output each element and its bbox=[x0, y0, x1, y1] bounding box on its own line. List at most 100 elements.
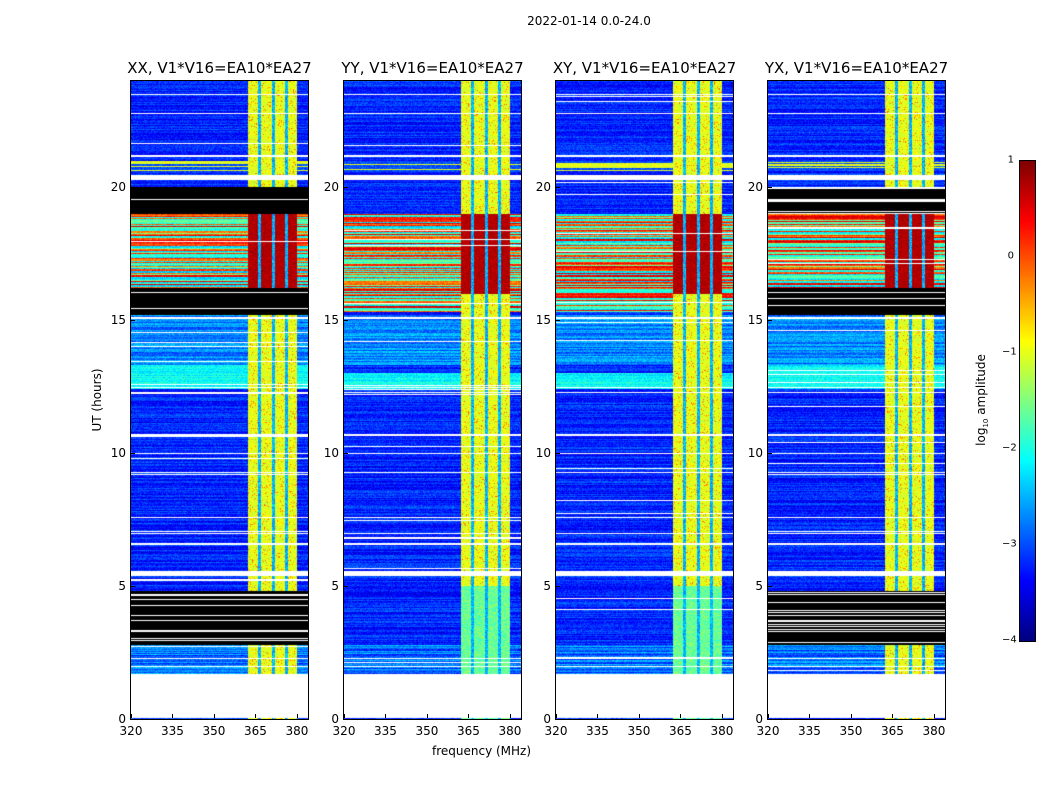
y-tick bbox=[131, 719, 135, 720]
y-tick bbox=[768, 320, 772, 322]
colorbar-tick-label: −3 bbox=[1002, 538, 1017, 550]
x-tick-label: 365 bbox=[881, 724, 904, 738]
x-tick bbox=[131, 714, 132, 718]
waterfall-heatmap bbox=[344, 81, 521, 719]
colorbar-tick-label: −2 bbox=[1002, 442, 1017, 454]
y-tick bbox=[131, 320, 135, 322]
x-tick bbox=[344, 714, 345, 718]
x-tick bbox=[892, 714, 894, 718]
x-tick-label: 320 bbox=[544, 724, 568, 738]
x-tick-label: 335 bbox=[161, 724, 184, 738]
x-tick bbox=[426, 714, 428, 718]
x-tick-label: 380 bbox=[285, 724, 309, 738]
y-tick bbox=[768, 719, 772, 720]
x-tick-label: 380 bbox=[498, 724, 522, 738]
waterfall-heatmap bbox=[768, 81, 945, 719]
y-tick-label: 20 bbox=[535, 180, 551, 195]
panel-title: YY, V1*V16=EA10*EA27 bbox=[341, 59, 524, 77]
y-tick bbox=[556, 719, 560, 720]
y-tick bbox=[768, 453, 772, 455]
y-tick bbox=[131, 453, 135, 455]
panel-0: XX, V1*V16=EA10*EA27 320 335 350 365 380 0 5 10 1… bbox=[111, 59, 312, 738]
x-tick-label: 335 bbox=[586, 724, 609, 738]
x-tick-label: 320 bbox=[332, 724, 356, 738]
y-tick bbox=[131, 187, 135, 189]
colorbar-tick-label: 1 bbox=[1007, 154, 1014, 166]
panel-title: XX, V1*V16=EA10*EA27 bbox=[127, 59, 312, 77]
y-tick-label: 15 bbox=[323, 313, 339, 328]
y-tick bbox=[556, 453, 560, 455]
panel-1: YY, V1*V16=EA10*EA27 320 335 350 365 380 0 5 10 1… bbox=[324, 59, 524, 738]
colorbar-label-log: log bbox=[973, 427, 988, 446]
y-tick bbox=[556, 320, 560, 322]
y-tick-label: 0 bbox=[331, 712, 339, 726]
colorbar-tick-label: −1 bbox=[1002, 346, 1017, 358]
figure-title: 2022-01-14 0.0-24.0 bbox=[527, 14, 651, 28]
y-tick bbox=[344, 187, 348, 189]
y-tick bbox=[556, 187, 560, 189]
waterfall-heatmap bbox=[131, 81, 308, 719]
x-tick-label: 365 bbox=[457, 724, 480, 738]
x-axis-label: frequency (MHz) bbox=[432, 744, 532, 758]
x-tick-label: 350 bbox=[839, 724, 863, 738]
colorbar-tick-label: −4 bbox=[1002, 634, 1017, 646]
waterfall-heatmap bbox=[556, 81, 733, 719]
y-tick-label: 10 bbox=[110, 446, 126, 461]
x-tick bbox=[850, 714, 852, 718]
x-tick-label: 320 bbox=[756, 724, 780, 738]
y-tick-label: 5 bbox=[118, 579, 126, 594]
colorbar-label-suffix: amplitude bbox=[973, 354, 988, 419]
y-tick bbox=[344, 719, 348, 720]
x-tick bbox=[509, 714, 511, 718]
x-tick bbox=[597, 714, 599, 718]
x-tick bbox=[385, 714, 387, 718]
x-tick bbox=[213, 714, 215, 718]
y-tick-label: 15 bbox=[535, 313, 551, 328]
y-tick bbox=[768, 187, 772, 189]
x-tick-label: 365 bbox=[669, 724, 692, 738]
x-tick bbox=[638, 714, 640, 718]
panel-3: YX, V1*V16=EA10*EA27 320 335 350 365 380 0 5 10 1… bbox=[748, 59, 948, 738]
x-tick bbox=[255, 714, 257, 718]
y-tick bbox=[344, 453, 348, 455]
y-axis-label: UT (hours) bbox=[90, 368, 104, 432]
y-tick-label: 5 bbox=[755, 579, 763, 594]
x-tick bbox=[468, 714, 470, 718]
y-tick-label: 20 bbox=[323, 180, 339, 195]
x-tick bbox=[172, 714, 174, 718]
x-tick-label: 335 bbox=[798, 724, 821, 738]
x-tick-label: 380 bbox=[710, 724, 734, 738]
y-tick-label: 0 bbox=[755, 712, 763, 726]
x-tick-label: 365 bbox=[244, 724, 267, 738]
panel-title: YX, V1*V16=EA10*EA27 bbox=[764, 59, 949, 77]
x-tick bbox=[809, 714, 811, 718]
colorbar bbox=[1019, 160, 1036, 642]
y-tick-label: 10 bbox=[747, 446, 763, 461]
x-tick-label: 335 bbox=[374, 724, 397, 738]
y-tick-label: 0 bbox=[543, 712, 551, 726]
y-tick-label: 5 bbox=[331, 579, 339, 594]
x-tick bbox=[721, 714, 723, 718]
y-tick-label: 15 bbox=[747, 313, 763, 328]
colorbar-label: log10 amplitude bbox=[974, 354, 990, 446]
y-tick-label: 20 bbox=[747, 180, 763, 195]
x-tick bbox=[680, 714, 682, 718]
y-tick-label: 20 bbox=[110, 180, 126, 195]
panel-2: XY, V1*V16=EA10*EA27 320 335 350 365 380 0 5 10 1… bbox=[536, 59, 736, 738]
x-tick-label: 320 bbox=[119, 724, 143, 738]
y-tick bbox=[768, 586, 772, 588]
x-tick bbox=[296, 714, 298, 718]
colorbar-tick-label: 0 bbox=[1007, 250, 1014, 262]
colorbar-label-sub: 10 bbox=[982, 418, 991, 428]
y-tick bbox=[344, 320, 348, 322]
y-tick bbox=[344, 586, 348, 588]
y-tick-label: 5 bbox=[543, 579, 551, 594]
y-tick-label: 10 bbox=[323, 446, 339, 461]
y-tick bbox=[131, 586, 135, 588]
y-tick-label: 10 bbox=[535, 446, 551, 461]
x-tick bbox=[768, 714, 769, 718]
x-tick-label: 350 bbox=[627, 724, 651, 738]
x-tick-label: 350 bbox=[415, 724, 439, 738]
y-tick-label: 0 bbox=[118, 712, 126, 726]
